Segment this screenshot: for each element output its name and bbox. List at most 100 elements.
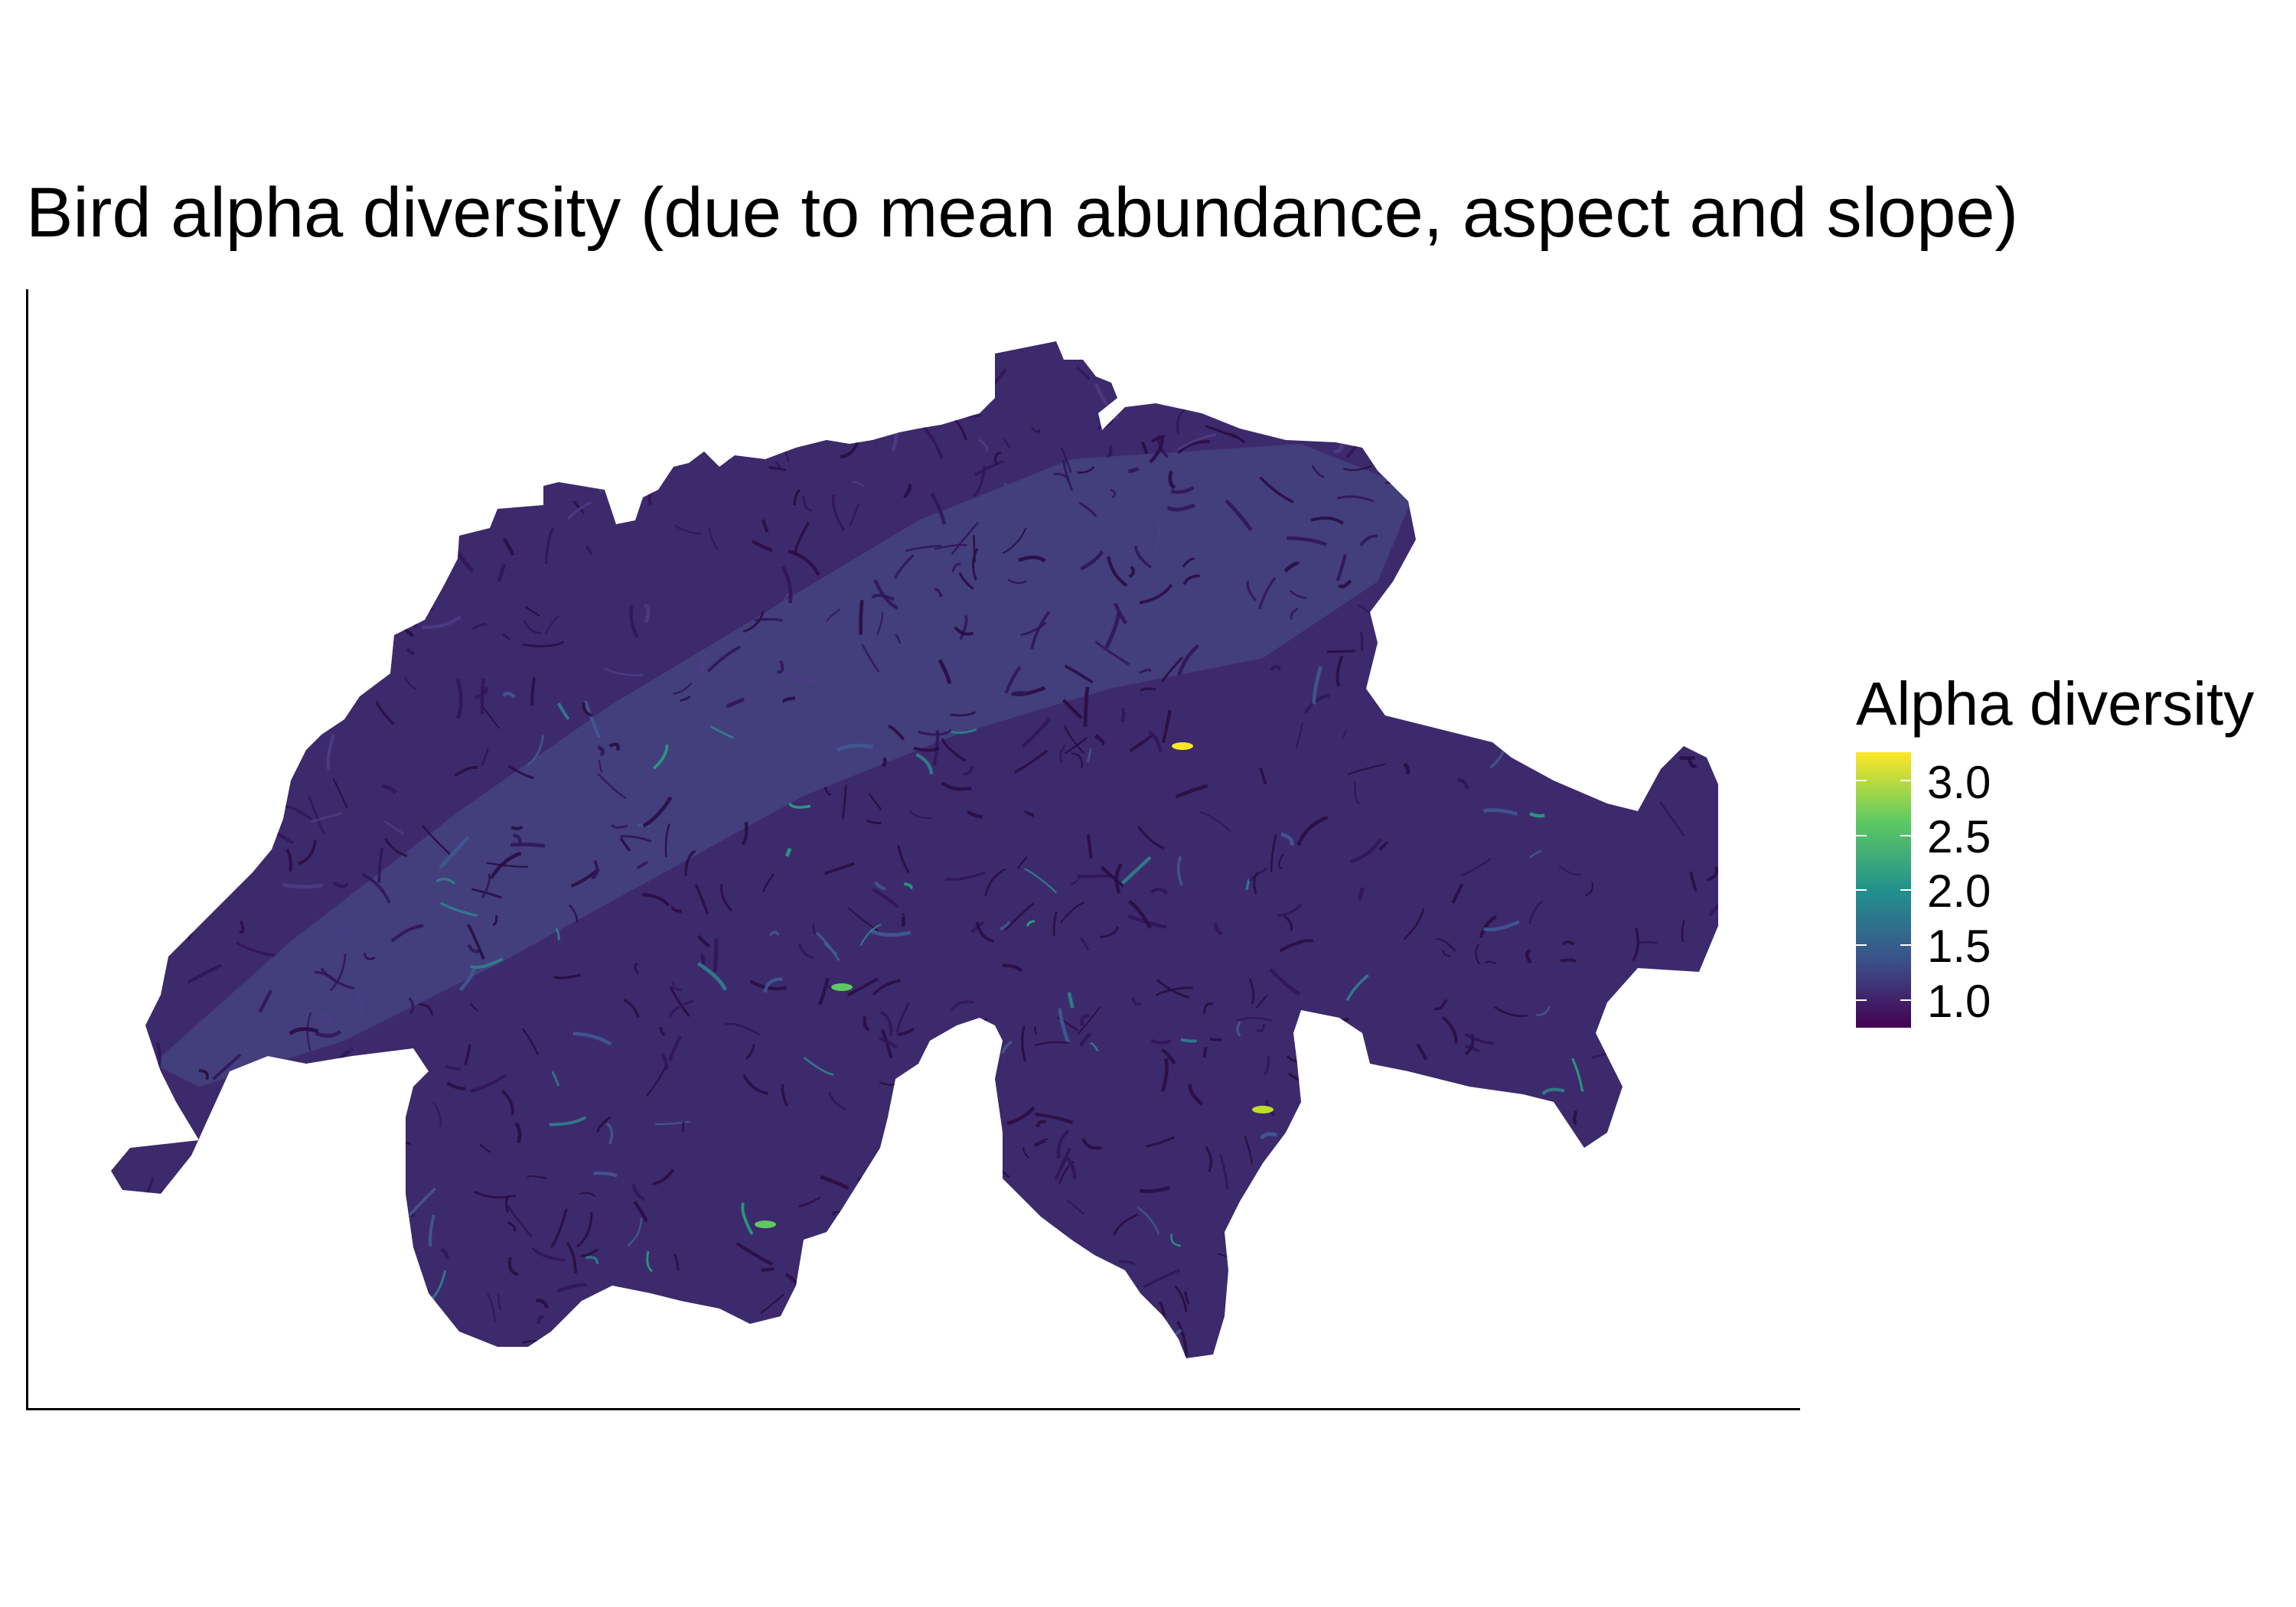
- terrain-stroke: [1056, 1129, 1070, 1159]
- terrain-stroke: [1144, 1330, 1158, 1349]
- terrain-stroke: [1498, 637, 1525, 667]
- terrain-stroke: [553, 973, 582, 980]
- terrain-stroke: [978, 438, 989, 452]
- terrain-stroke: [142, 343, 148, 355]
- terrain-stroke: [197, 717, 222, 722]
- legend-tick-mark: [1856, 835, 1867, 836]
- terrain-stroke: [332, 777, 348, 809]
- terrain-stroke: [847, 907, 879, 932]
- terrain-stroke: [282, 882, 324, 889]
- terrain-stroke: [217, 1205, 241, 1229]
- terrain-stroke: [1448, 1217, 1479, 1231]
- terrain-stroke: [1383, 393, 1394, 400]
- terrain-stroke: [1479, 370, 1489, 377]
- terrain-stroke: [930, 492, 947, 525]
- terrain-stroke: [1442, 950, 1450, 957]
- terrain-stroke: [349, 522, 377, 551]
- terrain-stroke: [332, 458, 341, 472]
- terrain-stroke: [842, 784, 847, 820]
- terrain-stroke: [335, 513, 354, 518]
- terrain-stroke: [880, 1010, 893, 1036]
- terrain-stroke: [1528, 900, 1544, 924]
- terrain-stroke: [1550, 487, 1576, 504]
- terrain-stroke: [1431, 524, 1450, 536]
- terrain-stroke: [259, 419, 297, 429]
- terrain-stroke: [1609, 667, 1640, 681]
- terrain-stroke: [125, 774, 133, 812]
- terrain-stroke: [296, 568, 302, 582]
- terrain-stroke: [1446, 1325, 1456, 1351]
- terrain-stroke: [758, 425, 781, 450]
- terrain-stroke: [377, 1095, 391, 1129]
- terrain-stroke: [1394, 1265, 1414, 1291]
- terrain-stroke: [1059, 745, 1067, 764]
- terrain-stroke: [1413, 1149, 1422, 1185]
- terrain-stroke: [111, 484, 126, 496]
- terrain-stroke: [555, 927, 560, 940]
- terrain-stroke: [1342, 465, 1372, 471]
- terrain-stroke: [1708, 896, 1718, 917]
- terrain-stroke: [245, 1069, 249, 1104]
- terrain-stroke: [931, 1135, 942, 1144]
- terrain-stroke: [422, 825, 452, 856]
- terrain-stroke: [996, 1306, 1009, 1328]
- terrain-stroke: [1548, 662, 1572, 671]
- terrain-stroke: [125, 1221, 135, 1262]
- terrain-stroke: [594, 1332, 623, 1358]
- terrain-stroke: [122, 1211, 146, 1229]
- terrain-stroke: [236, 453, 252, 461]
- terrain-stroke: [959, 614, 968, 641]
- terrain-stroke: [308, 1340, 315, 1349]
- terrain-stroke: [598, 760, 603, 773]
- terrain-stroke: [620, 835, 652, 843]
- terrain-stroke: [249, 769, 268, 781]
- terrain-stroke: [713, 938, 719, 973]
- terrain-stroke: [298, 839, 317, 865]
- terrain-stroke: [973, 1018, 988, 1041]
- terrain-stroke: [1560, 958, 1577, 963]
- terrain-stroke: [454, 765, 479, 777]
- terrain-stroke: [1067, 992, 1075, 1009]
- terrain-stroke: [896, 844, 910, 874]
- terrain-stroke: [596, 1116, 612, 1133]
- terrain-stroke: [1684, 1063, 1706, 1091]
- terrain-stroke: [1525, 948, 1532, 964]
- terrain-stroke: [1336, 554, 1348, 582]
- terrain-stroke: [215, 569, 230, 572]
- terrain-stroke: [872, 979, 902, 996]
- terrain-stroke: [966, 810, 983, 819]
- terrain-stroke: [1573, 1206, 1587, 1214]
- terrain-stroke: [559, 447, 578, 471]
- terrain-stroke: [1244, 1135, 1254, 1164]
- terrain-stroke: [455, 433, 474, 468]
- terrain-stroke: [874, 881, 886, 892]
- terrain-stroke: [915, 753, 934, 774]
- terrain-stroke: [1451, 883, 1464, 905]
- terrain-stroke: [1559, 1356, 1570, 1358]
- terrain-stroke: [315, 510, 355, 517]
- terrain-stroke: [446, 1081, 466, 1090]
- terrain-stroke: [1075, 366, 1091, 380]
- terrain-stroke: [486, 862, 528, 868]
- terrain-stroke: [557, 702, 570, 720]
- terrain-stroke: [1236, 1021, 1241, 1037]
- terrain-stroke: [788, 549, 820, 576]
- terrain-stroke: [510, 825, 523, 830]
- terrain-stroke: [1063, 725, 1085, 755]
- terrain-stroke: [1258, 576, 1277, 610]
- terrain-stroke: [1495, 645, 1522, 652]
- terrain-stroke: [815, 931, 840, 961]
- terrain-stroke: [217, 661, 228, 668]
- terrain-stroke: [1609, 1329, 1615, 1344]
- terrain-stroke: [1460, 857, 1492, 877]
- terrain-stroke: [1260, 1132, 1277, 1140]
- terrain-stroke: [839, 350, 854, 373]
- terrain-stroke: [958, 572, 974, 590]
- terrain-stroke: [514, 1122, 522, 1144]
- terrain-stroke: [824, 862, 856, 875]
- terrain-stroke: [1384, 395, 1394, 412]
- terrain-stroke: [1669, 647, 1677, 663]
- terrain-stroke: [1280, 832, 1294, 846]
- terrain-stroke: [1436, 937, 1456, 953]
- terrain-stroke: [383, 344, 421, 350]
